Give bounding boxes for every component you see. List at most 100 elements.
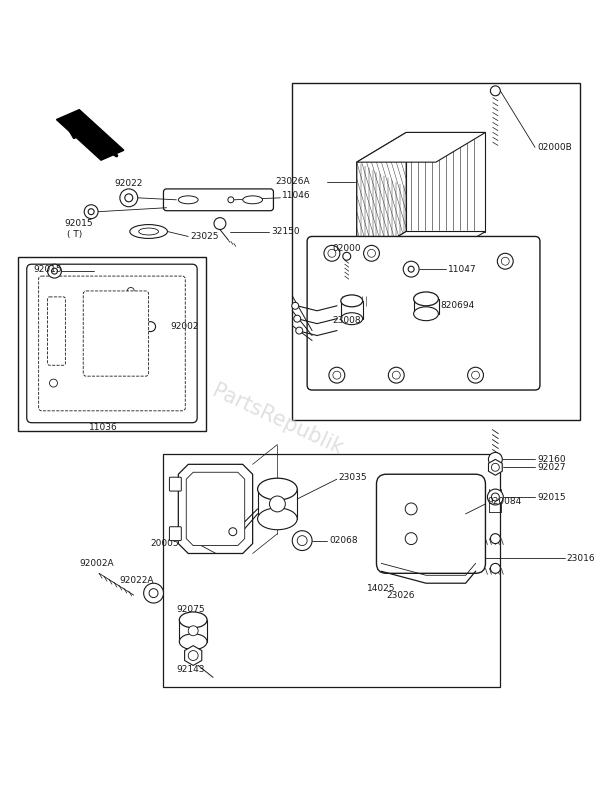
Circle shape bbox=[149, 589, 158, 597]
Circle shape bbox=[490, 564, 500, 573]
Polygon shape bbox=[356, 133, 485, 162]
Polygon shape bbox=[356, 133, 406, 261]
Circle shape bbox=[405, 503, 417, 515]
Circle shape bbox=[269, 496, 286, 512]
FancyBboxPatch shape bbox=[169, 527, 181, 541]
Circle shape bbox=[274, 500, 281, 508]
Text: 23008: 23008 bbox=[332, 316, 361, 325]
Circle shape bbox=[368, 250, 376, 257]
Ellipse shape bbox=[413, 307, 439, 320]
Text: 92160: 92160 bbox=[537, 455, 566, 464]
Circle shape bbox=[408, 266, 414, 272]
Circle shape bbox=[47, 265, 61, 278]
Polygon shape bbox=[186, 473, 245, 546]
Circle shape bbox=[490, 86, 500, 96]
Text: PartsRepublik: PartsRepublik bbox=[209, 381, 346, 458]
Text: 92143: 92143 bbox=[176, 665, 205, 674]
Circle shape bbox=[146, 322, 155, 331]
Circle shape bbox=[333, 371, 341, 379]
Circle shape bbox=[292, 531, 312, 550]
Circle shape bbox=[292, 302, 299, 309]
Text: 92015: 92015 bbox=[537, 492, 566, 502]
Text: 11047: 11047 bbox=[448, 265, 476, 274]
Circle shape bbox=[329, 367, 345, 383]
Circle shape bbox=[472, 371, 479, 379]
Circle shape bbox=[324, 246, 340, 261]
Text: 92015: 92015 bbox=[64, 219, 93, 228]
Circle shape bbox=[143, 583, 163, 603]
Text: 820694: 820694 bbox=[441, 301, 475, 310]
FancyBboxPatch shape bbox=[38, 276, 185, 411]
Text: 32150: 32150 bbox=[271, 227, 300, 236]
Text: 02000B: 02000B bbox=[537, 143, 572, 152]
Ellipse shape bbox=[243, 195, 263, 204]
Ellipse shape bbox=[257, 508, 297, 530]
Circle shape bbox=[274, 500, 281, 508]
Text: 92002: 92002 bbox=[170, 322, 199, 331]
Text: 23026: 23026 bbox=[386, 590, 415, 600]
Bar bbox=[257, 489, 297, 519]
Circle shape bbox=[188, 626, 198, 636]
FancyBboxPatch shape bbox=[83, 291, 149, 376]
Ellipse shape bbox=[139, 228, 158, 235]
Circle shape bbox=[274, 500, 281, 508]
Circle shape bbox=[228, 197, 234, 203]
Circle shape bbox=[274, 500, 281, 508]
Text: 92075: 92075 bbox=[176, 605, 205, 615]
Ellipse shape bbox=[341, 312, 362, 325]
Text: 14025: 14025 bbox=[367, 584, 395, 593]
Ellipse shape bbox=[257, 478, 297, 500]
Circle shape bbox=[88, 209, 94, 214]
Bar bbox=[163, 455, 500, 687]
Circle shape bbox=[274, 500, 281, 508]
Polygon shape bbox=[56, 110, 124, 160]
Circle shape bbox=[297, 535, 307, 546]
Circle shape bbox=[214, 217, 226, 229]
Text: 23026A: 23026A bbox=[275, 177, 310, 187]
Ellipse shape bbox=[178, 195, 198, 204]
Ellipse shape bbox=[130, 225, 167, 239]
Text: 92022: 92022 bbox=[114, 180, 142, 188]
Circle shape bbox=[328, 250, 336, 257]
FancyBboxPatch shape bbox=[169, 477, 181, 491]
Text: 23035: 23035 bbox=[339, 473, 367, 482]
Circle shape bbox=[490, 534, 500, 543]
Text: 23025: 23025 bbox=[190, 232, 219, 241]
Ellipse shape bbox=[179, 633, 207, 650]
Polygon shape bbox=[178, 465, 253, 553]
Bar bbox=[18, 257, 206, 431]
Text: 92022A: 92022A bbox=[119, 575, 154, 585]
Text: 92015: 92015 bbox=[34, 265, 62, 274]
Ellipse shape bbox=[179, 612, 207, 628]
Circle shape bbox=[403, 261, 419, 277]
Circle shape bbox=[274, 500, 281, 508]
Circle shape bbox=[491, 463, 499, 471]
Circle shape bbox=[296, 327, 302, 334]
FancyBboxPatch shape bbox=[163, 189, 274, 210]
Circle shape bbox=[392, 371, 400, 379]
Text: ( T): ( T) bbox=[67, 230, 83, 239]
Circle shape bbox=[125, 194, 133, 202]
Text: 20005: 20005 bbox=[151, 539, 179, 548]
FancyBboxPatch shape bbox=[47, 297, 65, 365]
Circle shape bbox=[491, 493, 499, 501]
Bar bbox=[414, 299, 439, 314]
FancyBboxPatch shape bbox=[307, 236, 540, 390]
Ellipse shape bbox=[341, 295, 362, 307]
Circle shape bbox=[294, 316, 301, 322]
Text: 920084: 920084 bbox=[487, 498, 521, 506]
Polygon shape bbox=[356, 232, 485, 261]
FancyBboxPatch shape bbox=[27, 265, 197, 422]
Circle shape bbox=[502, 257, 509, 265]
Circle shape bbox=[488, 452, 502, 466]
Circle shape bbox=[84, 205, 98, 219]
Polygon shape bbox=[406, 133, 485, 232]
FancyBboxPatch shape bbox=[376, 474, 485, 573]
Circle shape bbox=[364, 246, 379, 261]
Circle shape bbox=[127, 287, 134, 294]
Text: 11036: 11036 bbox=[89, 423, 118, 433]
Bar bbox=[179, 620, 207, 641]
Text: 92027: 92027 bbox=[537, 463, 565, 472]
Circle shape bbox=[343, 252, 351, 261]
Circle shape bbox=[52, 268, 58, 274]
